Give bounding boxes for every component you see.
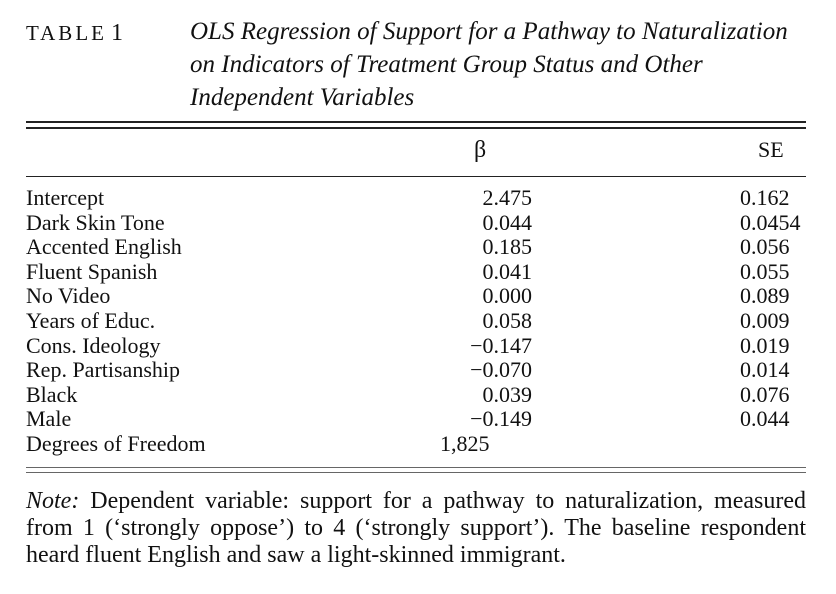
beta-value: 0.039 <box>482 381 533 407</box>
se-value: 0.056 <box>740 234 790 260</box>
table-note: Note: Dependent variable: support for a … <box>26 488 806 569</box>
row-label: Accented English <box>26 234 182 260</box>
se-value: 0.009 <box>740 307 790 333</box>
row-label: Male <box>26 406 72 432</box>
se-value: 0.019 <box>740 332 790 358</box>
beta-value: −0.147 <box>470 332 532 358</box>
table-caption: OLS Regression of Support for a Pathway … <box>190 18 788 111</box>
se-value: 0.089 <box>740 283 790 309</box>
row-label: Intercept <box>26 185 105 210</box>
top-rule-2 <box>26 127 806 129</box>
note-text: Dependent variable: support for a pathwa… <box>26 488 806 568</box>
table-row: Accented English 0.185 0.056 <box>26 235 816 260</box>
table-row: Intercept 2.475 0.162 <box>26 186 816 211</box>
row-label: Years of Educ. <box>26 307 156 333</box>
table-label: TABLE 1 <box>26 20 123 47</box>
table-body: Intercept 2.475 0.162 Dark Skin Tone 0.0… <box>26 186 816 457</box>
beta-value: 0.185 <box>482 234 533 260</box>
beta-value: −0.070 <box>470 357 532 383</box>
table-row: No Video 0.000 0.089 <box>26 284 816 309</box>
degrees-of-freedom-value: 1,825 <box>440 430 490 456</box>
beta-value: 0.058 <box>482 307 533 333</box>
se-value: 0.162 <box>740 185 790 210</box>
table-row: Black 0.039 0.076 <box>26 381 816 408</box>
row-label: Cons. Ideology <box>26 332 161 358</box>
table-number: 1 <box>110 20 123 46</box>
table-row: Rep. Partisanship −0.070 0.014 <box>26 358 816 383</box>
bottom-rule-1 <box>26 467 806 468</box>
se-value: 0.014 <box>740 357 790 383</box>
beta-column-header: β <box>474 137 487 163</box>
beta-value: 2.475 <box>482 185 533 210</box>
table-word: TABLE <box>26 21 107 45</box>
table-row: Fluent Spanish 0.041 0.055 <box>26 258 816 285</box>
beta-value: 0.041 <box>482 258 533 284</box>
table-row: Male −0.149 0.044 <box>26 407 816 432</box>
table-row: Cons. Ideology −0.147 0.019 <box>26 332 816 359</box>
table-row: Years of Educ. 0.058 0.009 <box>26 307 816 334</box>
beta-value: 0.000 <box>482 283 533 309</box>
header-rule <box>26 176 806 177</box>
se-value: 0.076 <box>740 381 790 407</box>
beta-value: −0.149 <box>470 406 532 432</box>
row-label: Black <box>26 381 78 407</box>
top-rule-1 <box>26 121 806 123</box>
row-label: No Video <box>26 283 111 309</box>
se-value: 0.044 <box>740 406 790 432</box>
beta-value: 0.044 <box>482 209 533 235</box>
degrees-of-freedom-row: Degrees of Freedom 1,825 <box>26 430 816 457</box>
se-column-header: SE <box>758 137 784 162</box>
table-row: Dark Skin Tone 0.044 0.0454 <box>26 209 816 236</box>
row-label: Degrees of Freedom <box>26 430 206 456</box>
row-label: Rep. Partisanship <box>26 357 180 383</box>
note-lead: Note: <box>26 488 80 514</box>
se-value: 0.055 <box>740 258 790 284</box>
row-label: Dark Skin Tone <box>26 209 165 235</box>
se-value: 0.0454 <box>740 209 801 235</box>
row-label: Fluent Spanish <box>26 258 158 284</box>
bottom-rule-2 <box>26 472 806 473</box>
